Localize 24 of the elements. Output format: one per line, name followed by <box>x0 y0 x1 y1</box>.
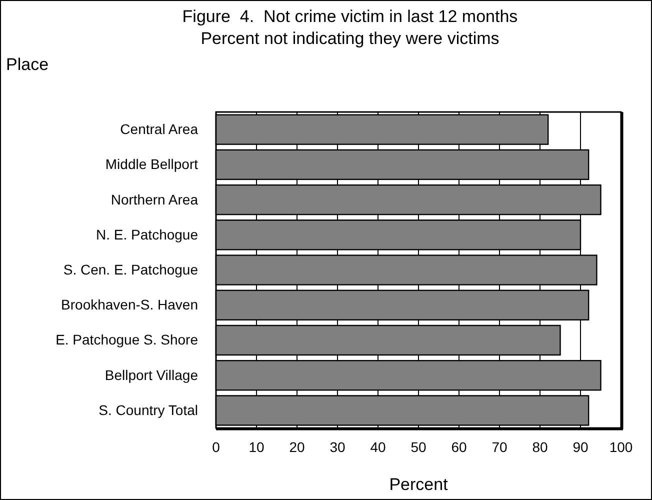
x-tick-label: 60 <box>451 438 467 455</box>
x-tick-label: 20 <box>289 438 305 455</box>
x-tick-label: 30 <box>330 438 346 455</box>
x-tick-label: 90 <box>572 438 588 455</box>
x-axis-title: Percent <box>389 475 448 494</box>
y-tick-label: Brookhaven-S. Haven <box>61 296 198 313</box>
x-tick-label: 100 <box>609 438 633 455</box>
y-tick-label: Northern Area <box>110 191 198 208</box>
y-tick-label: N. E. Patchogue <box>96 226 198 242</box>
x-tick-label: 40 <box>370 438 386 455</box>
y-tick-label: S. Country Total <box>98 402 198 418</box>
chart-title: Figure 4. Not crime victim in last 12 months <box>182 7 518 26</box>
x-tick-label: 80 <box>532 438 548 455</box>
x-tick-label: 10 <box>248 438 264 455</box>
chart-subtitle: Percent not indicating they were victims <box>200 29 500 48</box>
x-tick-label: 70 <box>492 438 508 455</box>
y-tick-label: E. Patchogue S. Shore <box>56 332 198 348</box>
y-tick-label: S. Cen. E. Patchogue <box>63 261 198 278</box>
y-tick-label: Central Area <box>120 121 198 138</box>
x-tick-label: 50 <box>410 438 426 455</box>
y-tick-label: Bellport Village <box>104 366 198 383</box>
y-tick-label: Middle Bellport <box>105 156 198 172</box>
y-axis-title: Place <box>6 55 49 74</box>
x-tick-label: 0 <box>212 438 220 455</box>
